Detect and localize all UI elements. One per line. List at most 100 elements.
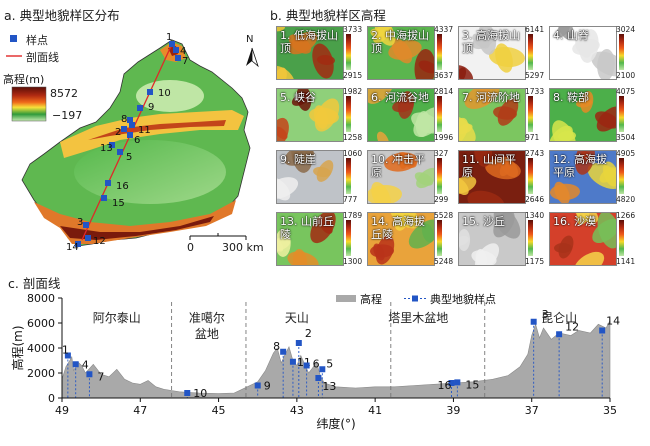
- terrain-tile-image: [550, 151, 616, 203]
- map-sample-label: 5: [126, 152, 132, 163]
- y-axis-title: 高程(m): [10, 325, 25, 370]
- tarim-basin: [74, 140, 226, 204]
- map-sample-label: 15: [112, 198, 125, 209]
- region-label: 阿尔泰山: [93, 310, 141, 325]
- legend-elevation-max: 8572: [50, 87, 78, 100]
- terrain-tile-label: 8. 鞍部: [553, 91, 589, 104]
- terrain-tile-label: 11. 山间平原: [462, 153, 516, 179]
- tile-colorbar: [437, 158, 442, 194]
- tile-elev-min: 4820: [616, 195, 636, 204]
- terrain-tile: 12. 高海拔平原: [549, 150, 617, 204]
- x-tick-label: 45: [212, 404, 226, 417]
- tile-elev-max: 2814: [434, 87, 454, 96]
- scale-bar: [189, 233, 247, 240]
- elevation-area: [61, 320, 611, 399]
- sample-label: 13: [322, 380, 336, 393]
- tile-colorbar: [437, 220, 442, 256]
- map-sample-label: 11: [138, 125, 151, 136]
- sample-marker: [599, 327, 606, 334]
- tile-elev-min: 5297: [525, 71, 545, 80]
- legend-elevation-min: −197: [52, 109, 83, 122]
- tile-colorbar: [619, 220, 624, 256]
- sample-label: 9: [264, 380, 271, 393]
- y-tick-label: 2000: [27, 367, 55, 380]
- map-sample-marker: [109, 142, 115, 148]
- tile-elev-max: 2743: [525, 149, 545, 158]
- terrain-tile-label: 16. 沙漠: [553, 215, 596, 228]
- terrain-tile: 8. 鞍部: [549, 88, 617, 142]
- region-label: 盆地: [195, 327, 219, 341]
- scale-end-label: 300 km: [222, 241, 264, 254]
- terrain-tile-label: 15. 沙丘: [462, 215, 505, 228]
- tile-colorbar: [346, 96, 351, 132]
- sample-marker: [530, 318, 537, 325]
- scale-start-label: 0: [187, 241, 194, 254]
- tile-elev-min: 2646: [525, 195, 545, 204]
- tile-elev-min: 1996: [434, 133, 454, 142]
- tile-colorbar: [346, 158, 351, 194]
- map-sample-marker: [147, 89, 153, 95]
- terrain-tile-image: [368, 27, 434, 79]
- tile-elev-min: 1141: [616, 257, 636, 266]
- tile-colorbar: [437, 34, 442, 70]
- tile-elev-max: 5528: [434, 211, 454, 220]
- sample-marker: [315, 375, 322, 381]
- terrain-tile-image: [459, 213, 525, 265]
- map-sample-label: 13: [100, 143, 113, 154]
- sample-marker: [184, 390, 191, 396]
- terrain-tile-label: 13. 山前丘陵: [280, 215, 334, 241]
- sample-label: 12: [565, 320, 579, 333]
- sample-marker: [454, 379, 461, 386]
- terrain-tile-image: [459, 89, 525, 141]
- legend-sample-label: 样点: [26, 34, 48, 47]
- terrain-tile-label: 6. 河流谷地: [371, 91, 429, 104]
- map-sample-label: 12: [93, 236, 106, 247]
- tile-elev-min: 971: [525, 133, 540, 142]
- tile-elev-max: 4905: [616, 149, 636, 158]
- map-sample-marker: [105, 180, 111, 186]
- terrain-tile-label: 12. 高海拔平原: [553, 153, 607, 179]
- tile-elev-max: 1340: [525, 211, 545, 220]
- tile-colorbar: [346, 220, 351, 256]
- tile-colorbar: [619, 34, 624, 70]
- sample-marker: [448, 380, 455, 386]
- tile-elev-max: 3024: [616, 25, 636, 34]
- terrain-tile-label: 9. 陡崖: [280, 153, 316, 166]
- sample-label: 2: [305, 327, 312, 340]
- tile-elev-max: 4075: [616, 87, 636, 96]
- terrain-tile: 1. 低海拔山顶: [276, 26, 344, 80]
- map-sample-label: 16: [116, 181, 129, 192]
- sample-marker: [254, 382, 261, 389]
- sample-label: 3: [542, 308, 549, 321]
- terrain-tile-image: [277, 151, 343, 203]
- map-sample-label: 3: [77, 217, 83, 228]
- terrain-tile-image: [550, 213, 616, 265]
- tile-elev-min: 2100: [616, 71, 636, 80]
- sample-label: 14: [606, 315, 620, 328]
- x-tick-label: 41: [368, 404, 382, 417]
- sample-label: 10: [193, 387, 207, 400]
- region-label: 塔里木盆地: [388, 311, 448, 325]
- terrain-tile-image: [368, 89, 434, 141]
- sample-marker: [86, 371, 93, 378]
- region-label: 昆仑山: [541, 311, 577, 325]
- tile-colorbar: [528, 34, 533, 70]
- terrain-tile-label: 2. 中海拔山顶: [371, 29, 429, 55]
- x-tick-label: 37: [525, 404, 539, 417]
- sample-label: 15: [465, 378, 479, 391]
- terrain-tile: 2. 中海拔山顶: [367, 26, 435, 80]
- north-arrow-icon: [246, 48, 252, 66]
- tile-colorbar: [528, 220, 533, 256]
- y-tick-label: 8000: [27, 292, 55, 305]
- tile-elev-max: 1060: [343, 149, 363, 158]
- terrain-tile: 14. 高海拔丘陵: [367, 212, 435, 266]
- region-label: 天山: [285, 311, 309, 325]
- map-sample-label: 6: [134, 135, 140, 146]
- panel-c-title: c. 剖面线: [8, 276, 61, 291]
- terrain-tile-image: [277, 213, 343, 265]
- tile-colorbar: [528, 96, 533, 132]
- tile-elev-min: 3504: [616, 133, 636, 142]
- sample-marker: [280, 348, 287, 355]
